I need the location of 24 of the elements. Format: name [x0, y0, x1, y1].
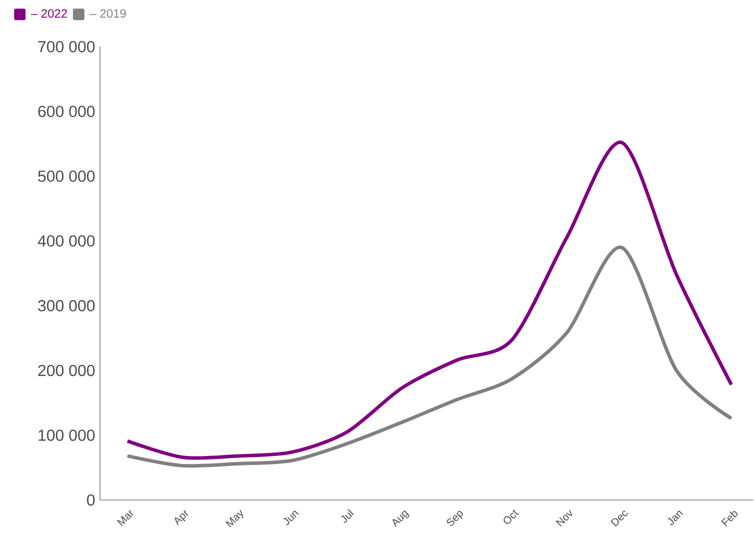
- line-series: [126, 140, 734, 460]
- y-tick-label: 500 000: [38, 170, 95, 182]
- y-tick-label: 700 000: [38, 41, 95, 52]
- x-tick-label: Aug: [392, 510, 410, 528]
- x-tick-label: Nov: [556, 510, 572, 527]
- y-tick-label: 100 000: [38, 430, 95, 441]
- x-tick-label: Jul: [341, 509, 354, 523]
- y-tick-label: 200 000: [38, 364, 95, 376]
- x-tick-label: Apr: [174, 510, 188, 526]
- legend-label: – 2022: [30, 9, 67, 18]
- x-tick-label: Jan: [668, 510, 684, 525]
- x-tick-label: Oct: [504, 510, 519, 524]
- x-tick-label: Jun: [283, 510, 299, 525]
- x-tick-label: Dec: [610, 510, 628, 527]
- y-tick-label: 600 000: [38, 106, 95, 118]
- y-tick-label: 300 000: [38, 300, 95, 312]
- legend-label: – 2019: [90, 9, 126, 18]
- x-tick-label: Feb: [721, 511, 738, 526]
- line-series: [126, 246, 734, 468]
- x-tick-label: May: [226, 510, 244, 528]
- x-tick-label: Mar: [116, 510, 134, 526]
- x-tick-label: Sep: [446, 510, 463, 526]
- y-tick-label: 0: [87, 494, 95, 506]
- y-tick-label: 400 000: [38, 235, 95, 247]
